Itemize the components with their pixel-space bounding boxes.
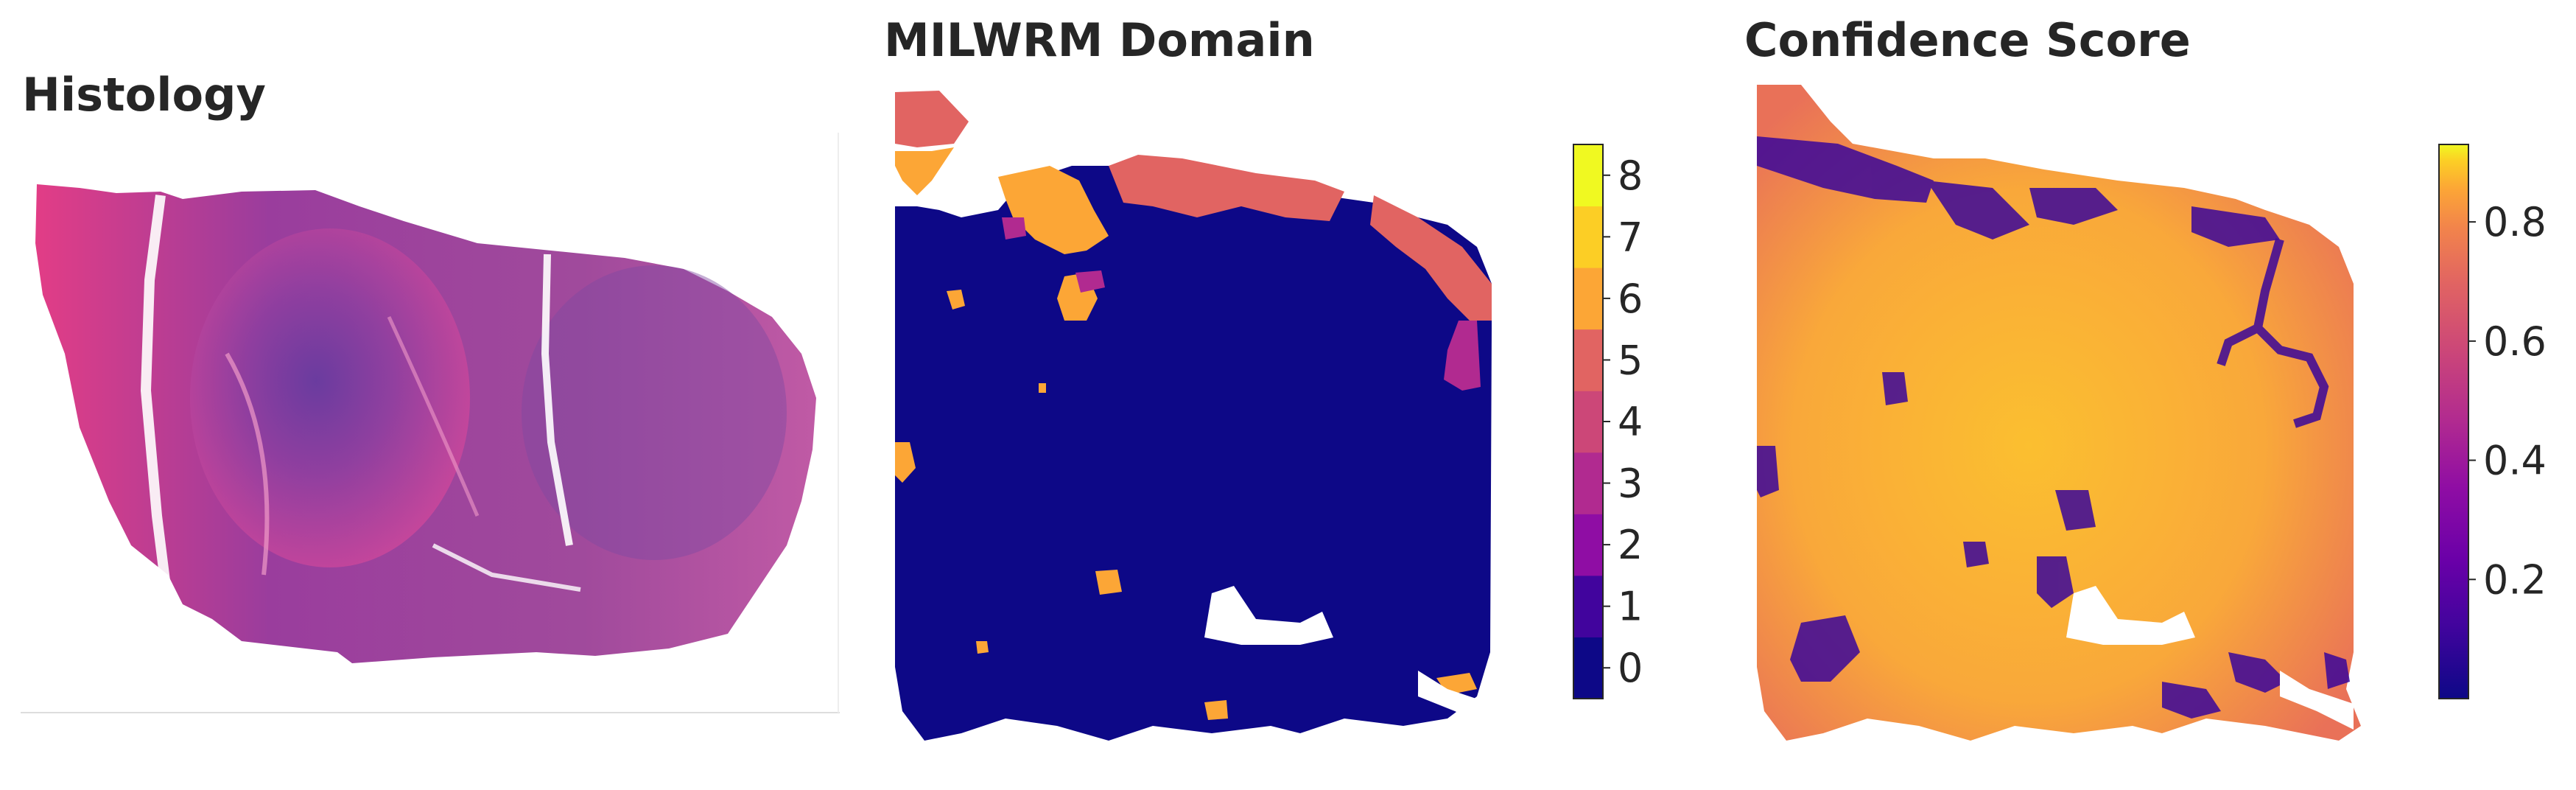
domain-7-region (998, 166, 1109, 254)
domain-colorbar-tick-label: 4 (1618, 399, 1643, 445)
domain-colorbar-tick-label: 7 (1618, 214, 1643, 260)
domain-3-region (1444, 321, 1481, 391)
domain-3-region (1075, 270, 1105, 293)
domain-colorbar-block (1573, 575, 1603, 637)
confidence-hole (2280, 671, 2354, 730)
domain-colorbar-block (1573, 514, 1603, 576)
confidence-title: Confidence Score (1744, 13, 2191, 67)
confidence-colorbar-tick-label: 0.2 (2483, 556, 2547, 603)
domain-7-region (976, 641, 989, 654)
confidence-map (1749, 77, 2412, 763)
confidence-hole (2066, 586, 2195, 645)
domain-colorbar-tick-label: 3 (1618, 461, 1643, 507)
domain-colorbar-tick-label: 0 (1618, 645, 1643, 691)
domain-6-region (1370, 195, 1492, 321)
domain-colorbar-ticks: 0 1 2 3 4 5 6 7 8 (1603, 153, 1643, 691)
low-confidence-patch (1882, 372, 1908, 405)
low-confidence-streak (2217, 324, 2260, 366)
low-confidence-patch (2191, 206, 2280, 247)
domain-7-region (1095, 570, 1122, 595)
domain-7-region (895, 442, 916, 483)
domain-colorbar-block (1573, 206, 1603, 268)
domain-3-region (1002, 217, 1026, 240)
low-confidence-streak (2253, 238, 2329, 428)
low-confidence-patch (2029, 188, 2118, 225)
low-confidence-patch (2037, 556, 2074, 608)
domain-7-region (1039, 383, 1046, 393)
confidence-colorbar-ticks: 0.2 0.4 0.6 0.8 (2468, 199, 2547, 603)
histology-image (21, 133, 840, 715)
domain-colorbar-block (1573, 144, 1603, 207)
domain-colorbar-block (1573, 637, 1603, 699)
low-confidence-patch (2228, 652, 2287, 693)
low-confidence-patch (1757, 446, 1779, 497)
domain-0-region (895, 166, 1492, 741)
domain-colorbar-tick-label: 2 (1618, 522, 1643, 568)
low-confidence-patch (2324, 652, 2350, 689)
confidence-colorbar-tick-label: 0.8 (2483, 199, 2547, 245)
low-confidence-patch (2162, 682, 2221, 719)
confidence-colorbar-tick-label: 0.6 (2483, 318, 2547, 365)
domain-colorbar-block (1573, 329, 1603, 391)
low-confidence-patch (1963, 542, 1989, 567)
low-confidence-patch (1757, 136, 1934, 203)
domain-colorbar-block (1573, 452, 1603, 514)
low-confidence-patch (2055, 490, 2096, 531)
domain-7-region (1204, 700, 1228, 720)
confidence-colorbar-tick-label: 0.4 (2483, 438, 2547, 484)
domain-colorbar-block (1573, 391, 1603, 453)
domain-hole (1418, 671, 1492, 730)
domain-colorbar-block (1573, 268, 1603, 330)
domain-title: MILWRM Domain (884, 13, 1315, 67)
domain-6-region (895, 91, 969, 147)
confidence-colorbar: 0.2 0.4 0.6 0.8 (2438, 144, 2575, 711)
domain-colorbar-tick-label: 1 (1618, 584, 1643, 630)
low-confidence-patch (1790, 615, 1860, 682)
domain-colorbar: 0 1 2 3 4 5 6 7 8 (1573, 144, 1713, 711)
domain-7-region (947, 290, 965, 310)
domain-7-region (895, 147, 954, 195)
domain-6-region (1109, 155, 1344, 221)
domain-map (888, 77, 1551, 763)
domain-hole (1204, 586, 1333, 645)
domain-colorbar-blocks (1573, 144, 1603, 699)
histology-title: Histology (22, 68, 266, 122)
domain-colorbar-tick-label: 8 (1618, 153, 1643, 199)
domain-colorbar-tick-label: 6 (1618, 276, 1643, 322)
domain-colorbar-tick-label: 5 (1618, 337, 1643, 383)
confidence-region (1757, 85, 2361, 741)
low-confidence-patch (1926, 181, 2029, 240)
